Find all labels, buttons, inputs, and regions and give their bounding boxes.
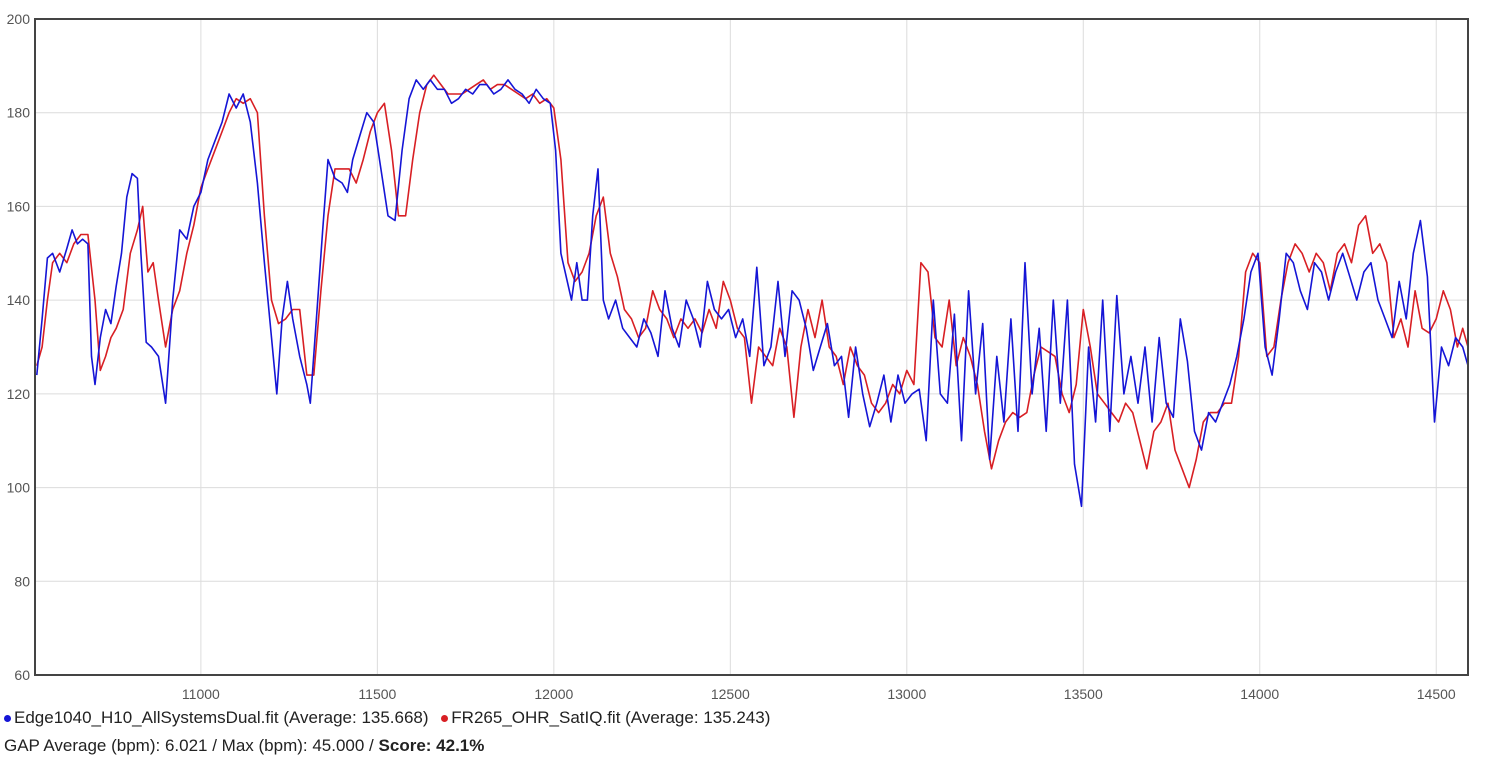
legend-label-edge1040: Edge1040_H10_AllSystemsDual.fit (Average… bbox=[14, 708, 429, 727]
x-tick-label: 11000 bbox=[182, 686, 220, 702]
y-tick-label: 100 bbox=[7, 480, 31, 496]
y-tick-label: 80 bbox=[14, 573, 30, 589]
x-tick-label: 14000 bbox=[1240, 686, 1279, 702]
gap-summary-text: GAP Average (bpm): 6.021 / Max (bpm): 45… bbox=[4, 736, 374, 755]
y-tick-label: 140 bbox=[7, 292, 31, 308]
x-tick-label: 13000 bbox=[887, 686, 926, 702]
y-tick-label: 200 bbox=[7, 11, 31, 27]
heart-rate-chart: 60 80 100 120 140 160 180 200 11000 11500 12000 125… bbox=[7, 11, 1469, 702]
x-tick-label: 12000 bbox=[534, 686, 573, 702]
y-tick-label: 180 bbox=[7, 105, 31, 121]
blue-dot-icon bbox=[4, 715, 11, 723]
x-tick-label: 13500 bbox=[1064, 686, 1103, 702]
legend-item-fr265[interactable]: FR265_OHR_SatIQ.fit (Average: 135.243) bbox=[441, 708, 770, 727]
legend: Edge1040_H10_AllSystemsDual.fit (Average… bbox=[4, 708, 778, 728]
series-lines bbox=[36, 74, 1469, 508]
x-tick-label: 12500 bbox=[711, 686, 750, 702]
y-tick-label: 160 bbox=[7, 198, 31, 214]
legend-label-fr265: FR265_OHR_SatIQ.fit (Average: 135.243) bbox=[451, 708, 771, 727]
x-tick-label: 11500 bbox=[358, 686, 396, 702]
plot-area bbox=[35, 19, 1468, 675]
y-tick-label: 60 bbox=[14, 667, 30, 683]
series-line-fr265 bbox=[36, 74, 1469, 489]
tick-labels: 60 80 100 120 140 160 180 200 11000 11500 12000 125… bbox=[7, 11, 1456, 702]
score-value: Score: 42.1% bbox=[378, 736, 485, 755]
y-tick-label: 120 bbox=[7, 386, 31, 402]
series-line-edge1040 bbox=[36, 79, 1469, 508]
plot-border bbox=[34, 18, 1469, 676]
gap-summary: GAP Average (bpm): 6.021 / Max (bpm): 45… bbox=[4, 736, 484, 756]
legend-item-edge1040[interactable]: Edge1040_H10_AllSystemsDual.fit (Average… bbox=[4, 708, 433, 727]
x-tick-label: 14500 bbox=[1417, 686, 1456, 702]
red-dot-icon bbox=[441, 715, 449, 723]
